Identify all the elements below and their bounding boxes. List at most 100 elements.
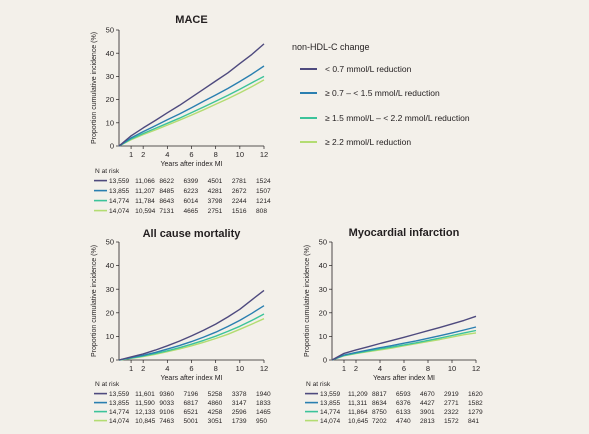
risk-table-cell: 6376 [396, 400, 411, 407]
risk-table-cell: 2771 [444, 400, 459, 407]
y-tick-label: 10 [106, 118, 114, 127]
risk-table-cell: 3051 [208, 418, 223, 425]
risk-table-cell: 11,601 [135, 391, 155, 398]
x-tick-label: 12 [260, 150, 268, 159]
chart-title: MACE [175, 14, 207, 26]
legend-entry-2: ≥ 0.7 – < 1.5 mmol/L reduction [300, 88, 440, 98]
risk-table-cell: 1572 [444, 418, 459, 425]
risk-table-cell: 4860 [208, 400, 223, 407]
risk-table-cell: 2751 [208, 208, 223, 215]
risk-table-cell: 2596 [232, 409, 247, 416]
risk-table-cell: 6133 [396, 409, 411, 416]
x-tick-label: 4 [165, 364, 169, 373]
chart-title: All cause mortality [143, 228, 242, 240]
risk-table-cell: 7131 [159, 208, 174, 215]
risk-table-cell: 9106 [159, 409, 174, 416]
y-axis-label: Proportion cumulative incidence (%) [91, 32, 98, 144]
y-tick-label: 0 [110, 356, 114, 365]
x-axis-label: Years after index MI [373, 375, 435, 382]
risk-table-cell: 14,774 [320, 409, 341, 416]
legend-entry-4: ≥ 2.2 mmol/L reduction [300, 137, 411, 147]
x-tick-label: 1 [129, 150, 133, 159]
risk-table-cell: 11,590 [135, 400, 155, 407]
x-tick-label: 12 [260, 364, 268, 373]
risk-table-cell: 4501 [208, 178, 223, 185]
risk-table-cell: 8485 [159, 188, 174, 195]
x-tick-label: 10 [236, 364, 244, 373]
risk-table-cell: 2919 [444, 391, 459, 398]
risk-table-cell: 8750 [372, 409, 387, 416]
risk-table-cell: 10,594 [135, 208, 156, 215]
risk-table-cell: 13,559 [109, 178, 130, 185]
risk-table-cell: 13,559 [109, 391, 130, 398]
y-tick-label: 30 [106, 72, 114, 81]
chart-panel-3: Myocardial infarction 0 10 20 30 40 50 1 2 4 6 8 10 1… [304, 227, 483, 425]
risk-table-cell: 6399 [184, 178, 199, 185]
risk-table-cell: 3798 [208, 198, 223, 205]
risk-table-cell: 14,074 [109, 418, 130, 425]
legend-label: ≥ 0.7 – < 1.5 mmol/L reduction [325, 88, 440, 98]
risk-table-cell: 11,311 [348, 400, 368, 407]
risk-table-header: N at risk [306, 381, 331, 388]
y-tick-label: 20 [106, 308, 114, 317]
y-tick-label: 50 [319, 238, 327, 247]
risk-table-cell: 13,855 [320, 400, 341, 407]
risk-table-cell: 5258 [208, 391, 223, 398]
risk-table-cell: 4258 [208, 409, 223, 416]
risk-table-cell: 1507 [256, 188, 271, 195]
risk-table-cell: 1279 [468, 409, 483, 416]
x-tick-label: 10 [236, 150, 244, 159]
y-tick-label: 0 [323, 356, 327, 365]
risk-table-cell: 9033 [159, 400, 174, 407]
series-line-1 [118, 289, 265, 361]
y-tick-label: 40 [106, 261, 114, 270]
y-tick-label: 40 [319, 261, 327, 270]
risk-table-cell: 950 [256, 418, 267, 425]
risk-table-cell: 11,207 [135, 188, 155, 195]
legend-entry-1: < 0.7 mmol/L reduction [300, 64, 412, 74]
x-tick-label: 8 [426, 364, 430, 373]
risk-table-cell: 6223 [184, 188, 199, 195]
risk-table-cell: 8643 [159, 198, 174, 205]
risk-table-cell: 2813 [420, 418, 435, 425]
series-line-4 [118, 79, 265, 147]
risk-table-cell: 2672 [232, 188, 247, 195]
series-line-1 [118, 43, 265, 147]
series-line-3 [331, 329, 477, 361]
series-line-2 [118, 305, 265, 361]
risk-table-cell: 1465 [256, 409, 271, 416]
y-tick-label: 30 [106, 285, 114, 294]
risk-table-cell: 4427 [420, 400, 435, 407]
x-tick-label: 2 [141, 150, 145, 159]
x-tick-label: 4 [378, 364, 382, 373]
y-tick-label: 30 [319, 285, 327, 294]
risk-table-cell: 7196 [184, 391, 199, 398]
risk-table-cell: 14,074 [320, 418, 341, 425]
series-line-2 [331, 326, 477, 361]
risk-table-cell: 8817 [372, 391, 387, 398]
series-line-3 [118, 313, 265, 361]
risk-table-cell: 7202 [372, 418, 387, 425]
risk-table-cell: 10,845 [135, 418, 156, 425]
x-axis-label: Years after index MI [161, 375, 223, 382]
x-tick-label: 1 [342, 364, 346, 373]
risk-table-cell: 1516 [232, 208, 247, 215]
risk-table-header: N at risk [95, 381, 120, 388]
risk-table-cell: 1582 [468, 400, 483, 407]
risk-table-cell: 11,784 [135, 198, 155, 205]
y-tick-label: 10 [319, 332, 327, 341]
risk-table-cell: 6521 [184, 409, 199, 416]
x-tick-label: 8 [214, 364, 218, 373]
x-tick-label: 6 [189, 364, 193, 373]
y-tick-label: 0 [110, 142, 114, 151]
risk-table-cell: 4740 [396, 418, 411, 425]
risk-table-cell: 1214 [256, 198, 271, 205]
risk-table-cell: 7463 [159, 418, 174, 425]
chart-legend: non-HDL-C change < 0.7 mmol/L reduction ≥ … [292, 42, 470, 147]
risk-table-cell: 8634 [372, 400, 387, 407]
x-tick-label: 6 [189, 150, 193, 159]
risk-table-cell: 11,066 [135, 178, 155, 185]
risk-table-cell: 13,855 [109, 188, 130, 195]
y-tick-label: 40 [106, 49, 114, 58]
risk-table-cell: 4670 [420, 391, 435, 398]
